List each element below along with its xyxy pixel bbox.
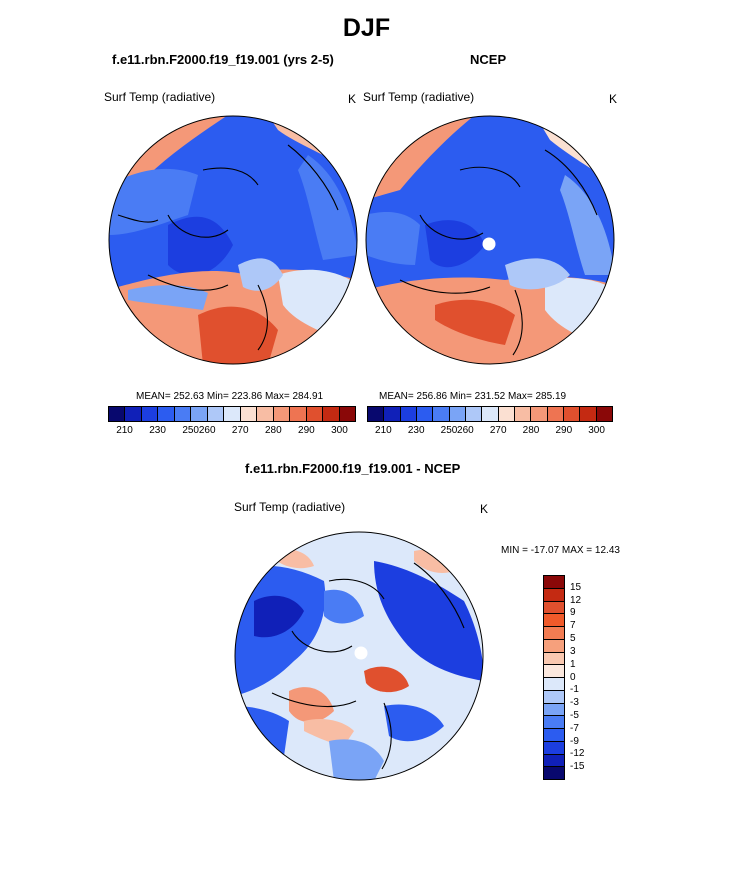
colorbar-swatch — [544, 678, 564, 691]
colorbar-swatch — [339, 407, 356, 421]
colorbar-swatch — [174, 407, 192, 421]
colorbar-swatch — [207, 407, 225, 421]
colorbar-swatch — [416, 407, 434, 421]
colorbar-swatch — [514, 407, 532, 421]
colorbar-tick-label: 260 — [198, 425, 216, 436]
colorbar-swatch — [544, 614, 564, 627]
colorbar-swatch — [544, 588, 564, 602]
page-title: DJF — [342, 14, 391, 42]
colorbar-swatch — [544, 652, 564, 666]
ncep-polar-map — [365, 115, 615, 365]
difference-polar-map — [234, 531, 484, 781]
colorbar-tick-label: 270 — [489, 425, 507, 436]
colorbar-swatch — [109, 407, 126, 421]
colorbar-swatch — [544, 767, 564, 779]
colorbar-tick-label: 230 — [149, 425, 166, 436]
colorbar-tick-label: 300 — [331, 425, 348, 436]
colorbar-swatch — [400, 407, 417, 421]
model-subtitle: f.e11.rbn.F2000.f19_f19.001 (yrs 2-5) — [112, 52, 334, 67]
difference-variable-label: Surf Temp (radiative) — [234, 500, 346, 514]
colorbar-tick-label: -7 — [570, 722, 579, 734]
colorbar-swatch — [384, 407, 401, 421]
colorbar-tick-label: 210 — [116, 425, 133, 436]
colorbar-swatch — [368, 407, 385, 421]
colorbar-swatch — [563, 407, 581, 421]
colorbar-swatch — [544, 754, 564, 768]
colorbar-swatch — [191, 407, 208, 421]
colorbar-tick-label: 7 — [570, 620, 576, 632]
colorbar-tick-label: 280 — [522, 425, 540, 436]
colorbar-swatch — [580, 407, 597, 421]
colorbar-swatch — [306, 407, 324, 421]
colorbar-swatch — [224, 407, 241, 421]
colorbar-swatch — [498, 407, 515, 421]
colorbar-tick-label: 0 — [570, 671, 576, 683]
colorbar-swatch — [544, 627, 564, 640]
colorbar-swatch — [531, 407, 548, 421]
colorbar-swatch — [290, 407, 307, 421]
colorbar-swatch — [240, 407, 258, 421]
ncep-variable-label: Surf Temp (radiative) — [363, 90, 475, 104]
colorbar-tick-label: 3 — [570, 645, 576, 657]
colorbar-tick-label: -12 — [570, 748, 585, 760]
ncep-subtitle: NCEP — [470, 52, 507, 67]
colorbar-swatch — [544, 639, 564, 653]
colorbar-tick-label: 1 — [570, 658, 576, 670]
difference-subtitle: f.e11.rbn.F2000.f19_f19.001 - NCEP — [245, 461, 461, 476]
colorbar-swatch — [125, 407, 142, 421]
colorbar-tick-label: 300 — [588, 425, 605, 436]
model-units-label: K — [348, 92, 357, 106]
colorbar-swatch — [433, 407, 450, 421]
colorbar-swatch — [141, 407, 159, 421]
colorbar-swatch — [323, 407, 340, 421]
colorbar-swatch — [449, 407, 466, 421]
colorbar-swatch — [257, 407, 274, 421]
colorbar-swatch — [544, 690, 564, 704]
colorbar-tick-label: -15 — [570, 761, 585, 773]
colorbar-swatch — [544, 716, 564, 729]
colorbar-tick-label: -1 — [570, 684, 579, 696]
colorbar-tick-label: 230 — [407, 425, 425, 436]
colorbar-swatch — [273, 407, 291, 421]
colorbar-tick-label: 260 — [457, 425, 474, 436]
difference-min-max: MIN = -17.07 MAX = 12.43 — [501, 545, 620, 556]
model-polar-map — [108, 115, 358, 365]
colorbar-tick-label: 5 — [570, 633, 576, 645]
colorbar-swatch — [544, 741, 564, 755]
colorbar-tick-label: 210 — [375, 425, 392, 436]
colorbar-tick-label: -5 — [570, 709, 579, 721]
model-stats: MEAN= 252.63 Min= 223.86 Max= 284.91 — [136, 391, 324, 402]
colorbar-tick-label: 250 — [440, 425, 458, 436]
colorbar-swatch — [544, 665, 564, 678]
colorbar-tick-label: -3 — [570, 697, 579, 709]
colorbar-tick-label: 250 — [182, 425, 199, 436]
colorbar-swatch — [596, 407, 612, 421]
ncep-units-label: K — [609, 92, 618, 106]
ncep-stats: MEAN= 256.86 Min= 231.52 Max= 285.19 — [379, 391, 567, 402]
colorbar-swatch — [482, 407, 499, 421]
colorbar-swatch — [544, 729, 564, 742]
colorbar-tick-label: 280 — [264, 425, 282, 436]
colorbar-swatch — [465, 407, 483, 421]
colorbar-tick-label: 290 — [298, 425, 315, 436]
colorbar-swatch — [547, 407, 564, 421]
colorbar-tick-label: 15 — [570, 581, 582, 593]
colorbar-swatch — [158, 407, 175, 421]
ncep-colorbar — [367, 406, 613, 422]
model-variable-label: Surf Temp (radiative) — [104, 90, 216, 104]
colorbar-tick-label: 9 — [570, 607, 576, 619]
colorbar-tick-label: 12 — [570, 594, 582, 606]
colorbar-tick-label: 270 — [231, 425, 249, 436]
colorbar-swatch — [544, 703, 564, 717]
colorbar-tick-label: 290 — [555, 425, 573, 436]
colorbar-swatch — [544, 576, 564, 589]
model-colorbar — [108, 406, 356, 422]
difference-units-label: K — [480, 502, 489, 516]
colorbar-tick-label: -9 — [570, 735, 579, 747]
difference-colorbar — [543, 575, 565, 780]
colorbar-swatch — [544, 601, 564, 615]
